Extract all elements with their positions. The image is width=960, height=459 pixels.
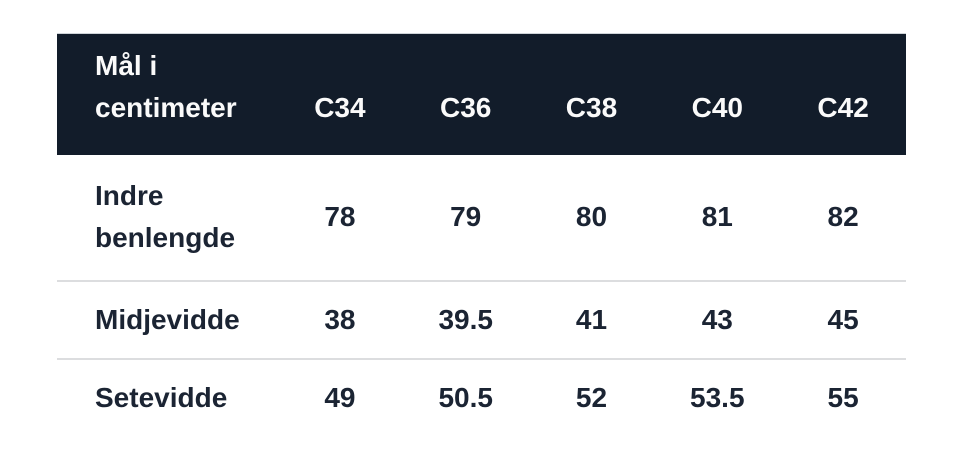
cell-midjevidde-c38: 41 [528, 279, 655, 359]
header-col-c34: C34 [277, 33, 403, 155]
cell-midjevidde-c36: 39.5 [402, 279, 529, 359]
header-col-c38: C38 [528, 33, 655, 155]
table-row-setevidde: Setevidde 49 50.5 52 53.5 55 [57, 357, 906, 437]
table-header-row: Mål i centimeter C34 C36 C38 C40 C42 [57, 33, 906, 155]
cell-setevidde-c40: 53.5 [654, 357, 781, 437]
header-col-c40: C40 [654, 33, 781, 155]
cell-indre-benlengde-c42: 82 [827, 201, 859, 232]
header-col-c42: C42 [780, 33, 906, 155]
header-measure-label: Mål i centimeter [57, 33, 277, 155]
cell-setevidde-c36: 50.5 [402, 357, 529, 437]
cell-midjevidde-c42: 45 [780, 279, 906, 359]
cell-midjevidde-c40: 43 [654, 279, 781, 359]
cell-setevidde-c38: 52 [528, 357, 655, 437]
size-chart-table: Mål i centimeter C34 C36 C38 C40 C42 Ind… [57, 33, 906, 437]
cell-indre-benlengde-c40: 81 [701, 201, 733, 232]
table-row-indre-benlengde: Indre benlengde 78 79 80 81 82 [57, 155, 906, 281]
cell-indre-benlengde-c38: 80 [575, 201, 608, 232]
row-label-setevidde: Setevidde [57, 357, 277, 437]
cell-setevidde-c42: 55 [780, 357, 906, 437]
row-label-midjevidde: Midjevidde [57, 279, 277, 359]
row-label-indre-benlengde: Indre benlengde [95, 180, 236, 253]
cell-indre-benlengde-c36: 79 [450, 201, 482, 232]
cell-midjevidde-c34: 38 [277, 279, 403, 359]
header-col-c36: C36 [402, 33, 529, 155]
cell-setevidde-c34: 49 [277, 357, 403, 437]
table-row-midjevidde: Midjevidde 38 39.5 41 43 45 [57, 279, 906, 359]
cell-indre-benlengde-c34: 78 [324, 201, 356, 232]
